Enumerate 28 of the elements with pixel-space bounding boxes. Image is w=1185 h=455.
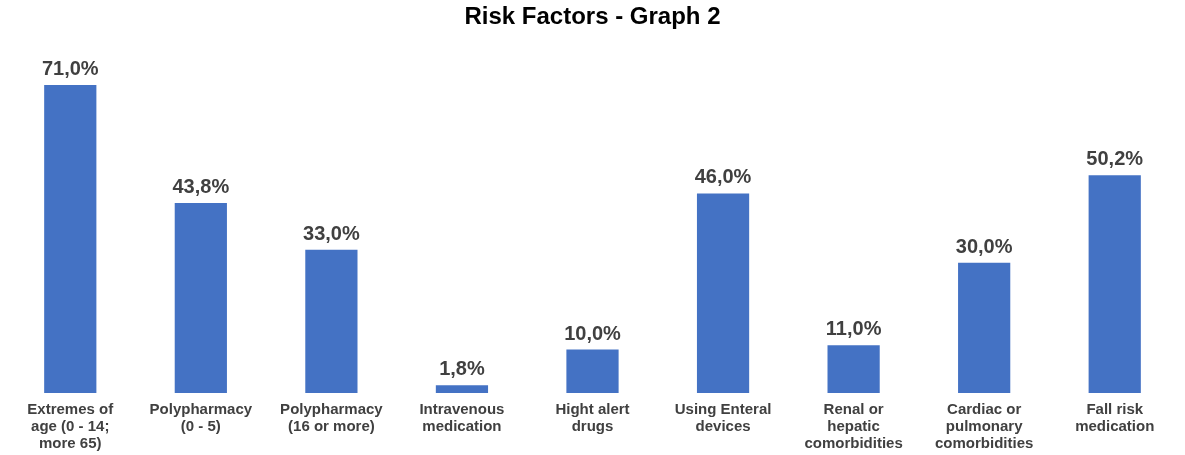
x-tick-label: Polypharmacy (16 or more): [280, 399, 384, 434]
chart-title: Risk Factors - Graph 2: [464, 2, 721, 29]
data-label: 33,0%: [303, 221, 360, 244]
x-tick-label: Polypharmacy (0 - 5): [149, 399, 253, 434]
bar: [958, 262, 1011, 393]
x-tick-label: Cardiac or pulmonary comorbidities: [934, 399, 1034, 451]
bar: [566, 349, 619, 393]
data-label: 10,0%: [564, 321, 622, 344]
bar: [305, 249, 358, 393]
bar: [1088, 175, 1141, 393]
data-label: 30,0%: [955, 234, 1013, 257]
data-label: 43,8%: [172, 174, 230, 197]
x-tick-label: Intravenous medication: [419, 399, 505, 434]
bar: [44, 85, 97, 393]
data-label: 1,8%: [439, 357, 485, 380]
x-tick-label: Using Enteral devices: [674, 399, 772, 434]
data-label: 71,0%: [41, 57, 99, 79]
bar: [435, 385, 489, 393]
bar: [174, 202, 227, 393]
data-label: 46,0%: [694, 165, 752, 188]
data-label: 50,2%: [1086, 147, 1144, 170]
x-tick-label: Fall risk medication: [1075, 399, 1155, 434]
bar: [827, 345, 880, 393]
data-label: 11,0%: [825, 317, 882, 340]
bar: [696, 193, 750, 393]
x-tick-label: Renal or hepatic comorbidities: [804, 399, 903, 451]
x-tick-label: Extremes of age (0 - 14; more 65): [27, 399, 115, 451]
x-tick-label: Hight alert drugs: [555, 399, 630, 434]
